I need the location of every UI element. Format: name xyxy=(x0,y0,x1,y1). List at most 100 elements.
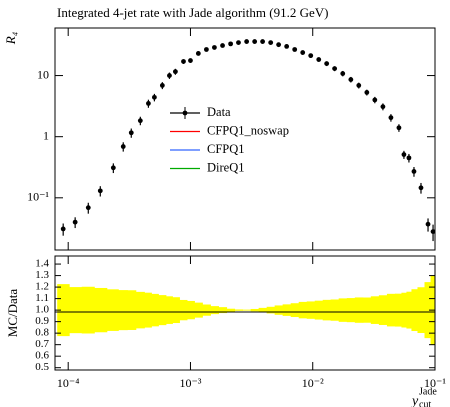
ratio-band-bin xyxy=(362,297,372,323)
data-point xyxy=(228,41,234,47)
ratio-band-bin xyxy=(242,309,252,311)
ratio-band-bin xyxy=(234,309,244,311)
data-point xyxy=(252,39,258,44)
ratio-tick-label: 0.9 xyxy=(35,315,49,327)
ratio-band-bin xyxy=(386,293,396,327)
data-point xyxy=(425,221,431,227)
ratio-band-bin xyxy=(378,295,388,325)
ratio-band-bin xyxy=(274,305,284,315)
ratio-band-bin xyxy=(202,304,211,316)
ratio-band-bin xyxy=(118,290,128,331)
ratio-band-bin xyxy=(314,300,324,320)
ratio-band-bin xyxy=(158,295,167,326)
data-point xyxy=(195,51,201,56)
data-point xyxy=(203,47,209,52)
legend-label: CFPQ1_noswap xyxy=(207,123,289,137)
data-point xyxy=(332,66,338,71)
ratio-band-bin xyxy=(258,307,268,313)
data-point xyxy=(151,94,157,100)
ratio-band-bin xyxy=(210,306,219,315)
x-axis-label: y xyxy=(410,394,419,407)
ratio-frame xyxy=(54,255,436,371)
ratio-band-bin xyxy=(417,287,426,333)
x-tick-label: 10⁻³ xyxy=(179,376,201,390)
ratio-band-bin xyxy=(194,302,203,318)
data-point xyxy=(406,155,412,161)
ratio-band-bin xyxy=(81,286,95,334)
data-point xyxy=(308,53,314,59)
data-point xyxy=(380,104,386,110)
x-axis-label-sup: Jade xyxy=(419,386,437,397)
ratio-band-bin xyxy=(354,297,364,323)
ratio-band-bin xyxy=(127,290,137,330)
data-point xyxy=(72,219,78,225)
ratio-band-bin xyxy=(406,291,412,329)
data-point xyxy=(418,185,424,191)
ratio-band-bin xyxy=(370,296,380,324)
x-tick-label: 10⁻⁴ xyxy=(57,376,80,390)
data-point xyxy=(340,71,346,76)
x-tick-label: 10⁻¹ xyxy=(424,376,446,390)
ratio-tick-label: 1.3 xyxy=(35,269,49,281)
data-point xyxy=(411,169,417,174)
data-point xyxy=(388,115,394,121)
data-point xyxy=(260,39,265,44)
ratio-tick-label: 0.5 xyxy=(35,361,49,373)
y-tick-label: 10 xyxy=(37,67,49,81)
data-point xyxy=(159,83,165,88)
data-point xyxy=(110,165,116,171)
data-point xyxy=(401,152,407,157)
ratio-band-bin xyxy=(306,301,316,319)
ratio-band-bin xyxy=(330,299,340,321)
ratio-band-bin xyxy=(165,296,173,324)
y-tick-label: 1 xyxy=(43,128,49,142)
ratio-tick-label: 1.1 xyxy=(35,292,49,304)
data-point xyxy=(212,45,217,50)
data-point xyxy=(60,226,66,232)
data-point xyxy=(276,42,282,48)
ratio-band-bin xyxy=(266,306,276,314)
ratio-band-bin xyxy=(282,304,292,316)
ratio-band xyxy=(57,275,435,345)
data-point xyxy=(324,61,330,66)
ratio-tick-label: 0.8 xyxy=(35,327,49,339)
data-point xyxy=(396,125,402,131)
ratio-band-bin xyxy=(394,293,402,327)
y-tick-label: 10⁻¹ xyxy=(27,190,49,204)
data-point xyxy=(146,101,151,106)
data-points xyxy=(60,39,435,242)
data-point xyxy=(236,40,241,46)
ratio-band-bin xyxy=(186,300,195,320)
ratio-band-bin xyxy=(172,297,180,324)
ratio-tick-label: 1.4 xyxy=(35,258,49,270)
data-point xyxy=(430,229,435,234)
data-point xyxy=(128,130,134,136)
data-point xyxy=(372,97,378,103)
ratio-tick-label: 1.2 xyxy=(35,281,49,293)
ratio-band-bin xyxy=(401,292,407,328)
ratio-band-bin xyxy=(250,308,260,312)
data-point xyxy=(220,43,225,48)
ratio-axis-label: MC/Data xyxy=(5,289,20,338)
ratio-band-bin xyxy=(135,291,145,329)
legend-label: DireQ1 xyxy=(207,160,245,174)
ratio-tick-label: 0.6 xyxy=(35,350,49,362)
ratio-band-bin xyxy=(151,293,159,327)
ratio-band-bin xyxy=(226,308,236,312)
ratio-band-bin xyxy=(346,298,356,323)
chart-title: Integrated 4-jet rate with Jade algorith… xyxy=(57,5,328,20)
ratio-tick-label: 0.7 xyxy=(35,338,49,350)
data-point xyxy=(181,59,186,64)
data-point xyxy=(120,144,126,149)
x-tick-label: 10⁻² xyxy=(302,376,324,390)
legend-label: CFPQ1 xyxy=(207,142,245,156)
main-frame xyxy=(54,27,436,251)
ratio-band-bin xyxy=(218,307,228,314)
ratio-band-bin xyxy=(94,287,108,333)
data-point xyxy=(284,43,290,49)
data-point xyxy=(188,58,193,63)
data-point xyxy=(167,73,172,78)
data-point xyxy=(268,40,274,46)
data-point xyxy=(85,205,91,211)
